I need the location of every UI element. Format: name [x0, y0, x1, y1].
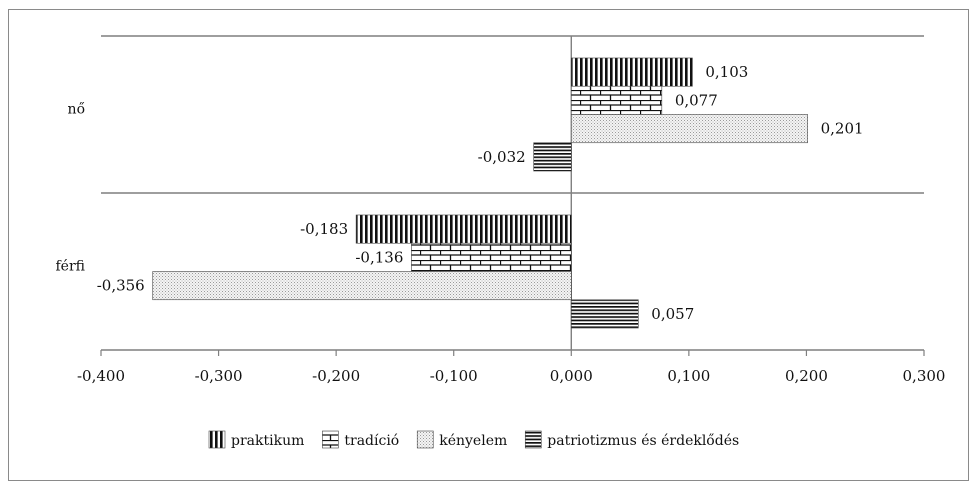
legend-swatch-praktikum — [208, 430, 226, 449]
x-tick-label: 0,000 — [550, 367, 593, 385]
category-label-no: nő — [68, 102, 85, 118]
bar-patriotizmus-es-erdeklodes-ferfi — [570, 299, 639, 329]
bar-praktikum-ferfi — [355, 214, 572, 244]
data-label: 0,201 — [821, 120, 864, 138]
bar-kenyelem-no — [570, 114, 808, 144]
chart-frame — [8, 9, 969, 481]
data-label: 0,057 — [651, 305, 694, 323]
legend-label-patriotizmus-es-erdeklodes: patriotizmus és érdeklődés — [547, 433, 739, 449]
plot-area: -0,400 -0,300 -0,200 -0,100 0,000 0,100 0,200 0… — [56, 35, 946, 385]
x-tick-label: -0,400 — [77, 367, 125, 385]
legend-label-kenyelem: kényelem — [439, 433, 507, 449]
data-label: -0,136 — [355, 248, 403, 266]
bar-praktikum-no — [570, 57, 693, 87]
bar-tradicio-no — [570, 85, 663, 115]
x-tick-label: -0,200 — [312, 367, 360, 385]
legend: praktikum tradíció kényelem patriotizmus és… — [208, 430, 739, 449]
legend-label-praktikum: praktikum — [231, 433, 304, 449]
x-tick-label: -0,300 — [195, 367, 243, 385]
x-tick-label: -0,100 — [430, 367, 478, 385]
data-label: 0,103 — [705, 63, 748, 81]
data-label: 0,077 — [675, 91, 718, 109]
data-label: -0,032 — [478, 148, 526, 166]
category-label-ferfi: férfi — [56, 259, 86, 275]
data-label: -0,356 — [97, 277, 145, 295]
bar-tradicio-ferfi — [411, 242, 572, 272]
legend-swatch-tradicio — [322, 430, 339, 449]
bar-kenyelem-ferfi — [152, 271, 572, 301]
x-tick-label: 0,300 — [903, 367, 946, 385]
legend-swatch-kenyelem — [416, 430, 434, 449]
legend-swatch-patriotizmus-es-erdeklodes — [524, 430, 542, 449]
bar-patriotizmus-es-erdeklodes-no — [533, 142, 572, 172]
x-tick-label: 0,100 — [667, 367, 710, 385]
data-label: -0,183 — [300, 220, 348, 238]
legend-label-tradicio: tradíció — [344, 433, 399, 449]
x-tick-label: 0,200 — [785, 367, 828, 385]
